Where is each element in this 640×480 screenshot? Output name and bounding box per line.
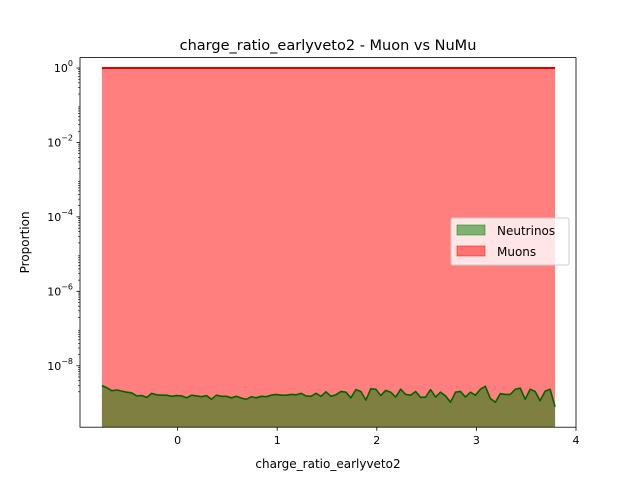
- plot-area: [101, 67, 556, 428]
- chart-title: charge_ratio_earlyveto2 - Muon vs NuMu: [180, 38, 477, 54]
- y-tick-label: 10−2: [47, 133, 73, 149]
- legend-swatch-muons: [456, 245, 486, 257]
- area-muons: [101, 68, 556, 428]
- x-tick-label: 3: [473, 434, 480, 447]
- x-axis-label: charge_ratio_earlyveto2: [255, 457, 400, 471]
- line-neutrinos: [101, 384, 556, 407]
- x-axis: 0 1 2 3 4: [174, 427, 580, 447]
- y-tick-label: 100: [54, 59, 73, 75]
- area-neutrinos: [101, 385, 556, 428]
- x-tick-label: 1: [274, 434, 281, 447]
- y-axis-label: Proportion: [18, 211, 32, 273]
- legend: Neutrinos Muons: [450, 217, 570, 266]
- y-tick-label: 10−6: [47, 282, 73, 298]
- axes-frame: [79, 57, 577, 428]
- x-tick-label: 0: [174, 434, 181, 447]
- y-axis: 100 10−2 10−4 10−6 10−8: [47, 59, 80, 393]
- x-tick-label: 2: [373, 434, 380, 447]
- legend-swatch-neutrinos: [456, 224, 486, 236]
- x-tick-label: 4: [573, 434, 580, 447]
- legend-label-neutrinos: Neutrinos: [497, 224, 555, 238]
- y-tick-label: 10−4: [47, 208, 73, 224]
- legend-label-muons: Muons: [497, 245, 536, 259]
- y-tick-label: 10−8: [47, 357, 73, 373]
